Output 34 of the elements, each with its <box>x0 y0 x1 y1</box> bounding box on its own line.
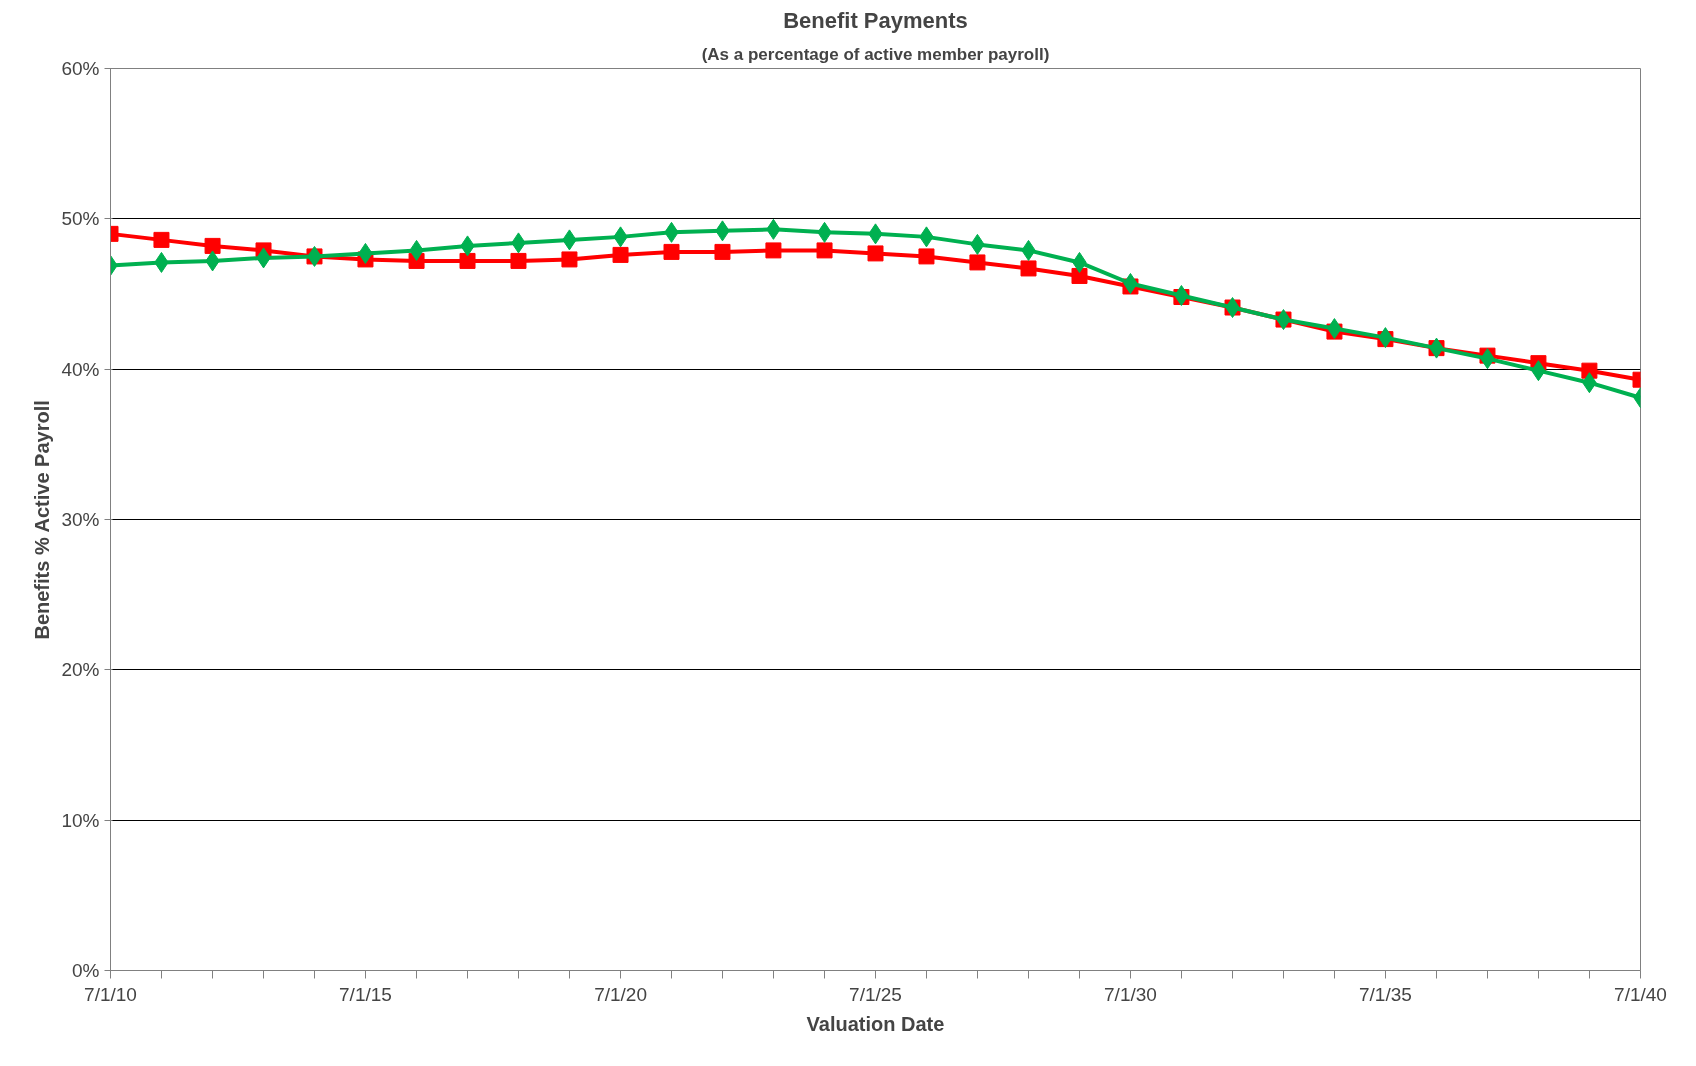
x-tick-label: 7/1/30 <box>1104 983 1157 1005</box>
y-tick-label: 30% <box>61 509 100 530</box>
point <box>1071 267 1088 284</box>
point <box>969 254 986 271</box>
point <box>153 231 170 248</box>
point <box>714 243 731 260</box>
x-tick-label: 7/1/20 <box>594 983 647 1005</box>
point <box>612 246 629 263</box>
y-tick-label: 0% <box>72 960 100 981</box>
point <box>867 245 884 262</box>
chart-subtitle: (As a percentage of active member payroll) <box>701 44 1050 64</box>
point <box>1174 285 1189 306</box>
point <box>765 242 782 259</box>
chart-title: Benefit Payments <box>783 7 968 33</box>
x-tick-label: 7/1/15 <box>339 983 392 1005</box>
point <box>561 251 578 268</box>
point <box>204 237 221 254</box>
x-axis-title: Valuation Date <box>806 1012 945 1035</box>
point <box>1020 260 1037 277</box>
y-tick-label: 10% <box>61 809 100 831</box>
point <box>510 252 527 269</box>
x-tick-label: 7/1/10 <box>84 983 137 1005</box>
x-tick-label: 7/1/25 <box>849 983 902 1005</box>
y-tick-label: 60% <box>61 58 100 79</box>
point <box>918 248 935 265</box>
y-tick-label: 20% <box>61 659 100 681</box>
point <box>663 243 680 260</box>
x-tick-label: 7/1/35 <box>1358 983 1412 1005</box>
point <box>816 242 833 259</box>
y-tick-label: 50% <box>61 208 100 230</box>
point <box>459 252 476 269</box>
y-tick-label: 40% <box>61 358 100 380</box>
y-axis-title: Benefits % Active Payroll <box>31 400 54 640</box>
x-tick-label: 7/1/40 <box>1614 983 1667 1005</box>
